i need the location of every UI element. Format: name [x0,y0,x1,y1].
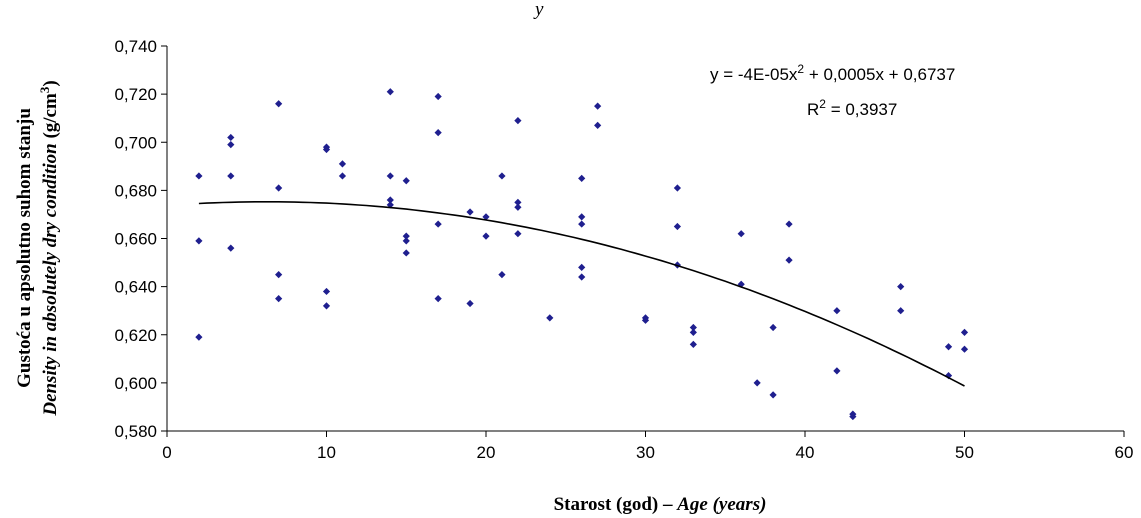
data-point [386,172,394,180]
data-point [402,177,410,185]
data-point [386,88,394,96]
x-tick-label: 30 [636,443,655,462]
y-axis-title-line1: Gustoća u apsolutno suhom stanju [14,108,35,388]
data-point [578,263,586,271]
data-point [434,129,442,137]
data-point [833,367,841,375]
data-point [578,174,586,182]
data-point [227,172,235,180]
data-point [785,256,793,264]
data-point [275,184,283,192]
data-point [833,307,841,315]
data-point [322,145,331,154]
data-point [594,121,602,130]
x-axis-title: Starost (god) – Age (years) [554,494,767,515]
data-point [514,230,522,238]
data-point [673,184,681,192]
data-point [785,220,793,228]
y-tick-label: 0,700 [114,133,157,152]
y-tick-label: 0,720 [114,85,157,104]
data-point [466,208,474,216]
data-point [434,295,442,303]
trendline [198,201,965,387]
data-point [960,328,969,336]
y-tick-label: 0,580 [114,422,157,441]
data-point [960,345,969,353]
data-point [322,302,331,310]
data-point [386,201,394,209]
x-tick-label: 60 [1115,443,1134,462]
data-point [514,203,522,211]
data-point [482,232,490,240]
y-tick-group: 0,580 0,600 0,620 0,640 0,660 0,680 0,700 0,720… [114,37,167,441]
data-point [227,141,235,149]
data-points [195,88,969,421]
data-point [386,196,394,204]
data-point [498,172,506,180]
data-point [897,307,905,315]
chart-title-fragment: y [533,0,544,20]
x-tick-label: 40 [796,443,815,462]
data-point [641,316,650,324]
data-point [737,230,745,238]
data-point [434,92,442,101]
title-fragment: y [533,0,544,20]
x-tick-label: 20 [477,443,496,462]
y-tick-label: 0,600 [114,374,157,393]
trend-equation: y = -4E-05x2 + 0,0005x + 0,6737 [710,62,955,84]
data-point [402,249,410,257]
x-tick-label: 10 [317,443,336,462]
data-point [578,213,586,221]
data-point [195,333,203,341]
data-point [275,295,283,303]
data-point [514,198,522,207]
data-point [578,220,586,228]
data-point [227,133,235,142]
y-tick-label: 0,740 [114,37,157,56]
data-point [402,237,410,245]
data-point [275,270,283,279]
y-axis-title-line2: Density in absolutely dry condition (g/c… [37,80,61,416]
data-point [195,237,203,245]
data-point [753,379,761,387]
data-point [689,323,697,332]
data-point [514,116,522,125]
x-tick-label: 0 [162,443,171,462]
data-point [737,280,745,288]
data-point [338,172,347,180]
data-point [434,220,442,228]
data-point [897,283,905,291]
data-point [769,323,777,332]
data-point [673,222,681,231]
data-point [402,232,410,240]
r-squared-label: R2 = 0,3937 [807,97,897,119]
data-point [944,343,953,351]
data-point [482,213,490,221]
data-point [227,244,235,252]
data-point [546,314,554,322]
data-point [769,391,777,399]
data-point [849,412,857,421]
data-point [689,340,697,348]
x-tick-label: 50 [955,443,974,462]
plot-axes [166,46,1124,432]
data-point [689,328,697,336]
data-point [578,273,586,281]
data-point [195,172,203,180]
data-point [322,287,331,296]
data-point [275,100,283,108]
y-tick-label: 0,640 [114,278,157,297]
data-point [498,270,506,279]
data-point [466,299,474,308]
data-point [594,102,602,110]
data-point [338,160,347,168]
x-tick-group: 0 10 20 30 40 50 60 [162,431,1133,462]
y-tick-label: 0,660 [114,230,157,249]
y-tick-label: 0,680 [114,181,157,200]
y-tick-label: 0,620 [114,326,157,345]
